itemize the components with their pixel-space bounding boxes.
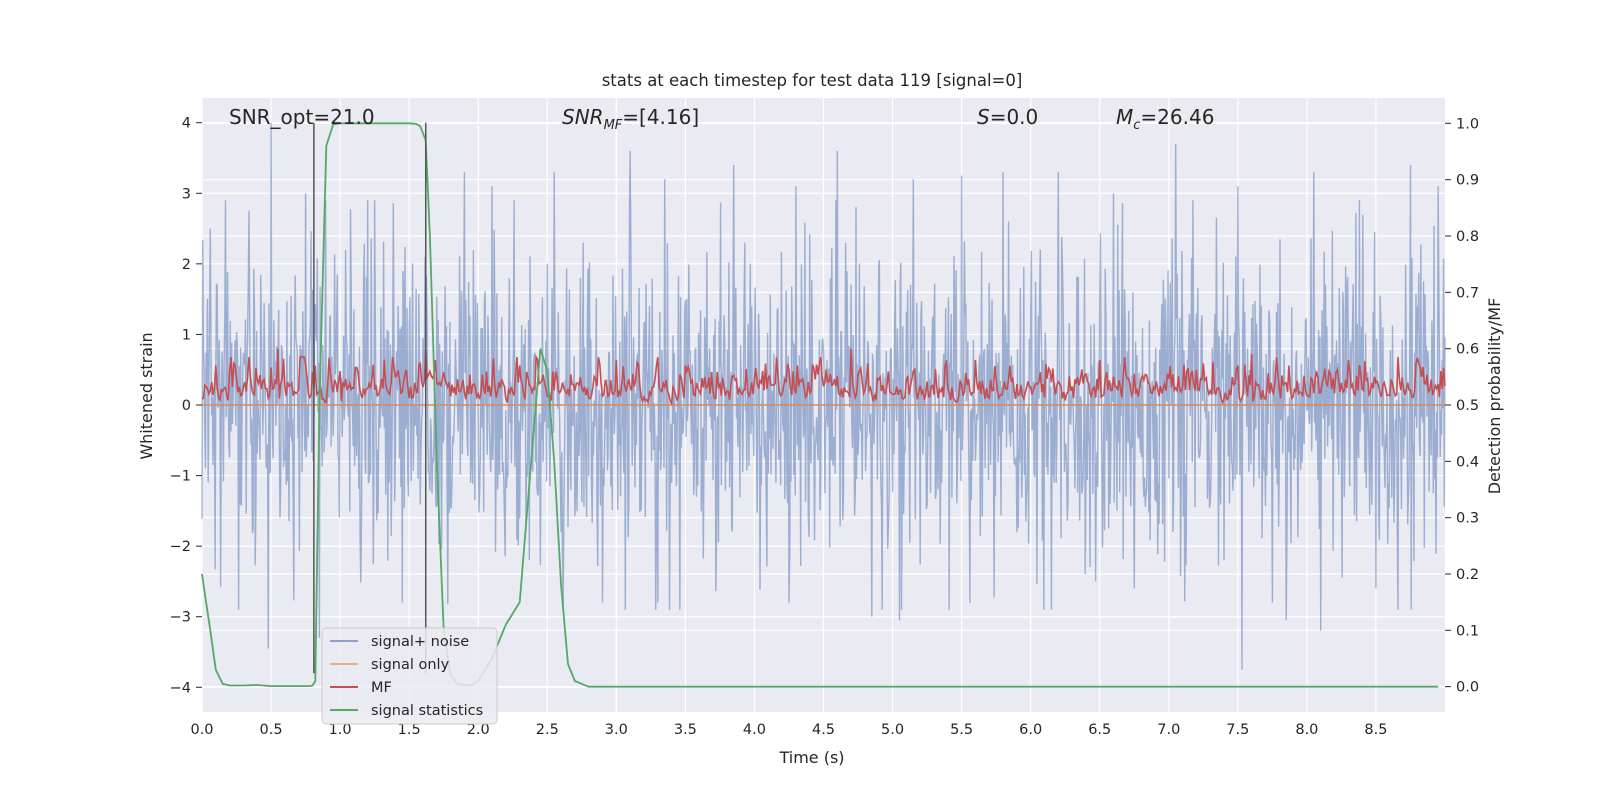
x-tick-label-16: 8.0 bbox=[1295, 722, 1318, 738]
series-signal-noise bbox=[201, 122, 1446, 670]
mc-sub: c bbox=[1133, 118, 1140, 133]
snr-mf-sub: MF bbox=[604, 118, 623, 133]
snr-mf-var: SNR bbox=[562, 105, 604, 129]
annotation-snr-opt: SNR_opt=21.0 bbox=[229, 105, 375, 129]
x-tick-label-7: 3.5 bbox=[674, 722, 697, 738]
series-signal-statistics bbox=[201, 122, 1439, 688]
vertical-markers bbox=[313, 122, 427, 674]
y-left-tick-label-1: 3 bbox=[182, 186, 191, 202]
y-left-tick-label-8: −4 bbox=[170, 680, 191, 696]
signal-statistics-line bbox=[201, 122, 1439, 688]
x-tick-label-3: 1.5 bbox=[398, 722, 421, 738]
legend-label-mf: MF bbox=[371, 680, 392, 696]
mf-line bbox=[201, 348, 1446, 406]
x-tick-label-12: 6.0 bbox=[1019, 722, 1042, 738]
y-right-tick-label-7: 0.3 bbox=[1456, 511, 1479, 527]
legend-label-signal-statistics: signal statistics bbox=[371, 703, 483, 719]
annotation-mc: Mc=26.46 bbox=[1116, 105, 1214, 133]
legend: signal+ noise signal only MF signal stat… bbox=[321, 627, 498, 725]
y-right-tick-label-1: 0.9 bbox=[1456, 173, 1479, 189]
y-right-tick-label-3: 0.7 bbox=[1456, 285, 1479, 301]
x-tick-label-11: 5.5 bbox=[950, 722, 973, 738]
x-tick-label-13: 6.5 bbox=[1088, 722, 1111, 738]
y-right-tick-label-6: 0.4 bbox=[1456, 454, 1479, 470]
annotation-snr-mf: SNRMF=[4.16] bbox=[562, 105, 699, 133]
y-right-tick-label-0: 1.0 bbox=[1456, 116, 1479, 132]
y-left-tick-label-0: 4 bbox=[182, 116, 191, 132]
x-tick-label-8: 4.0 bbox=[743, 722, 766, 738]
x-tick-label-1: 0.5 bbox=[260, 722, 283, 738]
x-tick-label-2: 1.0 bbox=[329, 722, 352, 738]
y-left-tick-label-6: −2 bbox=[170, 539, 191, 555]
mc-val: =26.46 bbox=[1140, 105, 1214, 129]
y-left-tick-label-4: 0 bbox=[182, 398, 191, 414]
chart-title: stats at each timestep for test data 119… bbox=[602, 71, 1023, 90]
x-tick-label-15: 7.5 bbox=[1226, 722, 1249, 738]
series-mf bbox=[201, 348, 1446, 406]
x-tick-label-5: 2.5 bbox=[536, 722, 559, 738]
snr-mf-val: =[4.16] bbox=[622, 105, 699, 129]
y-right-tick-label-9: 0.1 bbox=[1456, 623, 1479, 639]
y-right-tick-label-2: 0.8 bbox=[1456, 229, 1479, 245]
legend-label-signal-only: signal only bbox=[371, 657, 450, 673]
y-right-axis-ticks: 1.0 0.9 0.8 0.7 0.6 0.5 0.4 0.3 0.2 0.1 0.0 bbox=[1445, 116, 1479, 696]
y-right-tick-label-8: 0.2 bbox=[1456, 567, 1479, 583]
x-tick-label-6: 3.0 bbox=[605, 722, 628, 738]
y-right-tick-label-5: 0.5 bbox=[1456, 398, 1479, 414]
y-left-tick-label-5: −1 bbox=[170, 469, 191, 485]
y-right-tick-label-4: 0.6 bbox=[1456, 342, 1479, 358]
y-right-axis-label: Detection probability/MF bbox=[1485, 298, 1504, 495]
y-left-axis-label: Whitened strain bbox=[137, 332, 156, 459]
annotation-s: S=0.0 bbox=[977, 105, 1038, 129]
y-left-axis-ticks: 4 3 2 1 0 −1 −2 −3 −4 bbox=[170, 116, 202, 696]
x-tick-label-9: 4.5 bbox=[812, 722, 835, 738]
y-right-tick-label-10: 0.0 bbox=[1456, 680, 1479, 696]
s-val: =0.0 bbox=[990, 105, 1039, 129]
x-axis-ticks: 0.0 0.5 1.0 1.5 2.0 2.5 3.0 3.5 4.0 4.5 5.0 5.5 6.0 6… bbox=[190, 722, 1387, 738]
legend-box bbox=[321, 627, 498, 725]
y-left-tick-label-7: −3 bbox=[170, 610, 191, 626]
x-tick-label-17: 8.5 bbox=[1364, 722, 1387, 738]
mc-var: M bbox=[1116, 105, 1133, 129]
x-tick-label-10: 5.0 bbox=[881, 722, 904, 738]
s-var: S bbox=[977, 105, 990, 129]
x-axis-label: Time (s) bbox=[778, 748, 844, 767]
x-tick-label-14: 7.0 bbox=[1157, 722, 1180, 738]
legend-label-signal-noise: signal+ noise bbox=[371, 634, 469, 650]
y-left-tick-label-2: 2 bbox=[182, 257, 191, 273]
x-tick-label-4: 2.0 bbox=[467, 722, 490, 738]
y-left-tick-label-3: 1 bbox=[182, 327, 191, 343]
signal-noise-line bbox=[201, 122, 1446, 670]
x-tick-label-0: 0.0 bbox=[190, 722, 213, 738]
